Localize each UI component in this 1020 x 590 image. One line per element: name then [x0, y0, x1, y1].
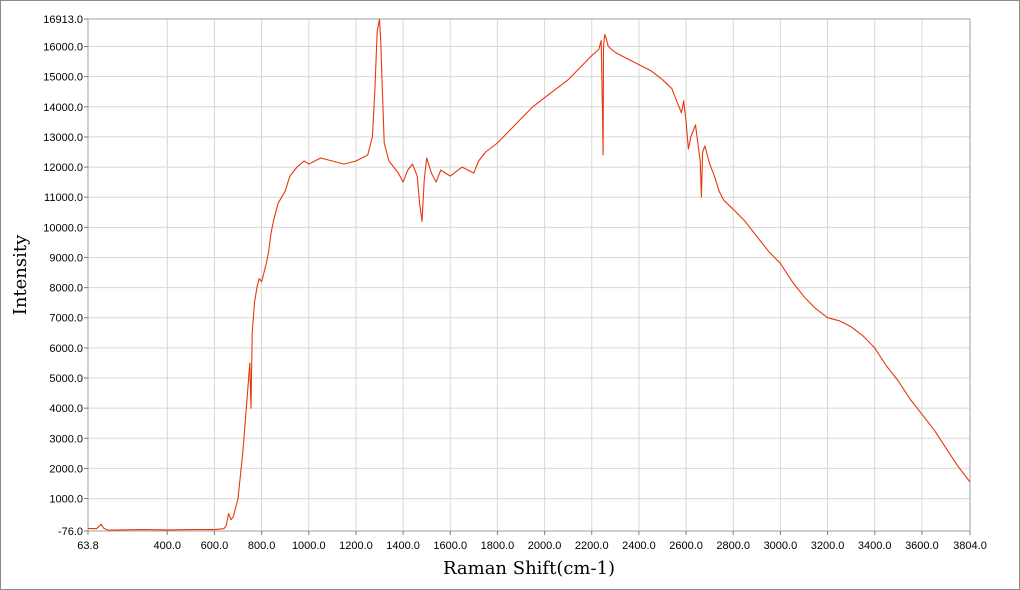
y-tick-label: 5000.0	[49, 373, 83, 385]
y-tick-label: 16000.0	[43, 42, 83, 54]
x-tick-label: 2200.0	[575, 540, 609, 552]
x-tick-label: 2600.0	[669, 540, 703, 552]
x-tick-label: 1200.0	[339, 540, 373, 552]
x-tick-label: 1600.0	[433, 540, 467, 552]
y-tick-label: 9000.0	[49, 252, 83, 264]
x-tick-label: 1400.0	[386, 540, 420, 552]
x-tick-label: 400.0	[154, 540, 182, 552]
x-tick-label: 3200.0	[811, 540, 845, 552]
y-tick-label: 2000.0	[49, 463, 83, 475]
x-tick-label: 2000.0	[528, 540, 562, 552]
x-tick-label: 3000.0	[764, 540, 798, 552]
x-tick-label: 1000.0	[292, 540, 326, 552]
grid	[88, 19, 970, 531]
y-axis-title: Intensity	[10, 234, 31, 315]
plot-area-border	[87, 18, 971, 532]
y-tick-label: 10000.0	[43, 222, 83, 234]
y-tick-label: 13000.0	[43, 132, 83, 144]
y-tick-label: 15000.0	[43, 72, 83, 84]
x-tick-label: 3400.0	[858, 540, 892, 552]
y-tick-label: -76.0	[58, 526, 83, 538]
x-tick-label: 3804.0	[953, 540, 987, 552]
y-tick-label: 3000.0	[49, 433, 83, 445]
x-axis-title: Raman Shift(cm-1)	[443, 558, 615, 579]
x-tick-label: 600.0	[201, 540, 229, 552]
y-tick-label: 8000.0	[49, 283, 83, 295]
x-tick-label: 2400.0	[622, 540, 656, 552]
y-axis-ticks: -76.0 1000.0 2000.0 3000.0 4000.0 5000.0 6000.…	[43, 14, 88, 538]
x-tick-label: 3600.0	[905, 540, 939, 552]
y-tick-label: 7000.0	[49, 313, 83, 325]
y-tick-label: 1000.0	[49, 494, 83, 506]
y-tick-label: 6000.0	[49, 343, 83, 355]
x-tick-label: 800.0	[248, 540, 276, 552]
x-tick-label: 2800.0	[716, 540, 750, 552]
y-tick-label: 12000.0	[43, 162, 83, 174]
y-tick-label: 16913.0	[43, 14, 83, 26]
x-tick-label: 1800.0	[481, 540, 515, 552]
spectrum-series-line	[87, 18, 971, 531]
y-tick-label: 11000.0	[44, 192, 83, 204]
y-tick-label: 14000.0	[43, 102, 83, 114]
x-tick-label: 63.8	[77, 540, 98, 552]
x-axis-ticks: 63.8 400.0 600.0 800.0 1000.0 1200.0 1400.0 160…	[77, 531, 987, 552]
y-tick-label: 4000.0	[49, 403, 83, 415]
